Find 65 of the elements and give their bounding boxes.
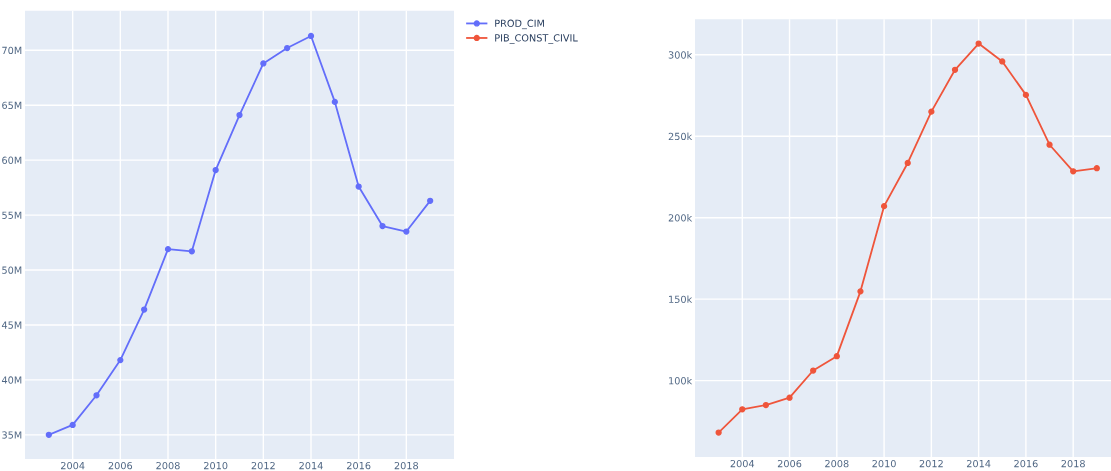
point bbox=[69, 421, 76, 429]
point bbox=[212, 166, 219, 174]
point bbox=[1093, 165, 1100, 172]
x-tick-label: 2010 bbox=[872, 459, 896, 468]
point bbox=[1070, 168, 1077, 175]
point bbox=[1046, 141, 1053, 148]
point bbox=[236, 111, 243, 119]
point bbox=[999, 58, 1006, 65]
point bbox=[93, 392, 100, 399]
point bbox=[45, 431, 52, 438]
point bbox=[786, 394, 793, 401]
point bbox=[928, 108, 935, 115]
point bbox=[141, 306, 148, 313]
x-tick-label: 2004 bbox=[730, 459, 755, 468]
y-tick-label: 60M bbox=[2, 156, 22, 164]
point bbox=[307, 32, 315, 40]
point bbox=[188, 248, 195, 255]
x-tick-label: 2018 bbox=[1061, 459, 1085, 468]
x-tick-label: 2012 bbox=[251, 461, 275, 470]
y-tick-label: 55M bbox=[2, 211, 22, 219]
point bbox=[1022, 91, 1030, 99]
point bbox=[975, 40, 982, 47]
x-tick-label: 2008 bbox=[825, 459, 849, 468]
x-tick-label: 2006 bbox=[108, 461, 133, 470]
point bbox=[379, 222, 386, 230]
point bbox=[427, 197, 434, 204]
point bbox=[857, 288, 864, 295]
point bbox=[762, 401, 770, 409]
point bbox=[355, 183, 362, 190]
point bbox=[164, 246, 172, 253]
y-tick-label: 300k bbox=[668, 51, 693, 59]
x-tick-label: 2016 bbox=[1014, 459, 1038, 468]
x-tick-label: 2006 bbox=[777, 459, 802, 468]
x-tick-label: 2018 bbox=[394, 461, 419, 470]
y-tick-label: 35M bbox=[2, 431, 22, 439]
y-tick-label: 45M bbox=[1, 321, 22, 329]
x-tick-label: 2008 bbox=[156, 461, 180, 470]
legend-label: PROD_CIM bbox=[495, 19, 544, 30]
y-tick-label: 65M bbox=[2, 101, 22, 110]
y-tick-label: 70M bbox=[2, 46, 22, 55]
y-tick-label: 40M bbox=[1, 376, 22, 384]
point bbox=[833, 353, 840, 360]
point bbox=[904, 159, 911, 167]
x-tick-label: 2014 bbox=[966, 459, 991, 468]
point bbox=[880, 203, 888, 210]
x-tick-label: 2014 bbox=[299, 461, 323, 470]
y-tick-label: 250k bbox=[668, 132, 693, 141]
legend-label: PIB_CONST_CIVIL bbox=[495, 34, 578, 44]
point bbox=[810, 367, 817, 374]
point bbox=[260, 60, 267, 67]
point bbox=[117, 356, 124, 364]
x-tick-label: 2004 bbox=[61, 461, 85, 470]
point bbox=[739, 406, 746, 413]
x-tick-label: 2010 bbox=[204, 461, 228, 470]
y-tick-label: 100k bbox=[669, 376, 693, 385]
y-tick-label: 50M bbox=[2, 266, 22, 274]
point bbox=[403, 228, 410, 235]
point bbox=[715, 429, 722, 436]
y-tick-label: 200k bbox=[668, 214, 693, 222]
point bbox=[951, 66, 959, 73]
x-tick-label: 2012 bbox=[919, 459, 943, 468]
x-tick-label: 2016 bbox=[347, 461, 371, 470]
point bbox=[331, 98, 338, 106]
y-tick-label: 150k bbox=[669, 295, 693, 303]
point bbox=[284, 44, 291, 52]
